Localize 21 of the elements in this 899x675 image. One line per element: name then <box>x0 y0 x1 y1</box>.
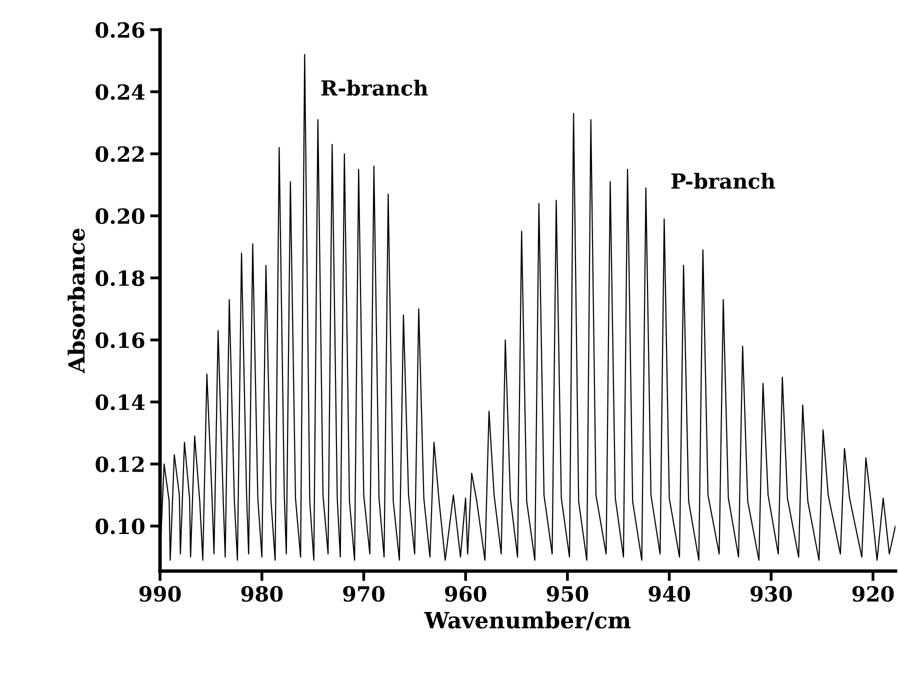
x-tick-label: 930 <box>750 586 792 602</box>
annotation: R-branch <box>321 80 428 96</box>
y-tick-label: 0.18 <box>96 270 144 286</box>
x-axis-title: Wavenumber/cm <box>424 611 631 630</box>
y-tick-label: 0.24 <box>96 84 145 100</box>
x-tick-label: 940 <box>648 586 690 602</box>
x-tick-label: 980 <box>241 586 283 602</box>
x-tick-label: 990 <box>139 586 181 602</box>
x-tick-label: 920 <box>852 586 894 602</box>
x-tick-label: 970 <box>343 586 384 602</box>
y-tick-label: 0.12 <box>96 456 144 472</box>
x-tick-label: 950 <box>546 586 588 602</box>
y-tick-label: 0.10 <box>96 518 144 534</box>
annotation: P-branch <box>671 172 776 189</box>
y-tick-label: 0.22 <box>96 146 144 162</box>
x-tick-label: 960 <box>444 586 486 602</box>
y-tick-label: 0.26 <box>96 22 144 38</box>
y-tick-label: 0.14 <box>96 394 145 410</box>
y-tick-label: 0.16 <box>96 332 144 348</box>
y-tick-label: 0.20 <box>96 208 144 224</box>
y-axis-title: Absorbance <box>68 228 85 374</box>
